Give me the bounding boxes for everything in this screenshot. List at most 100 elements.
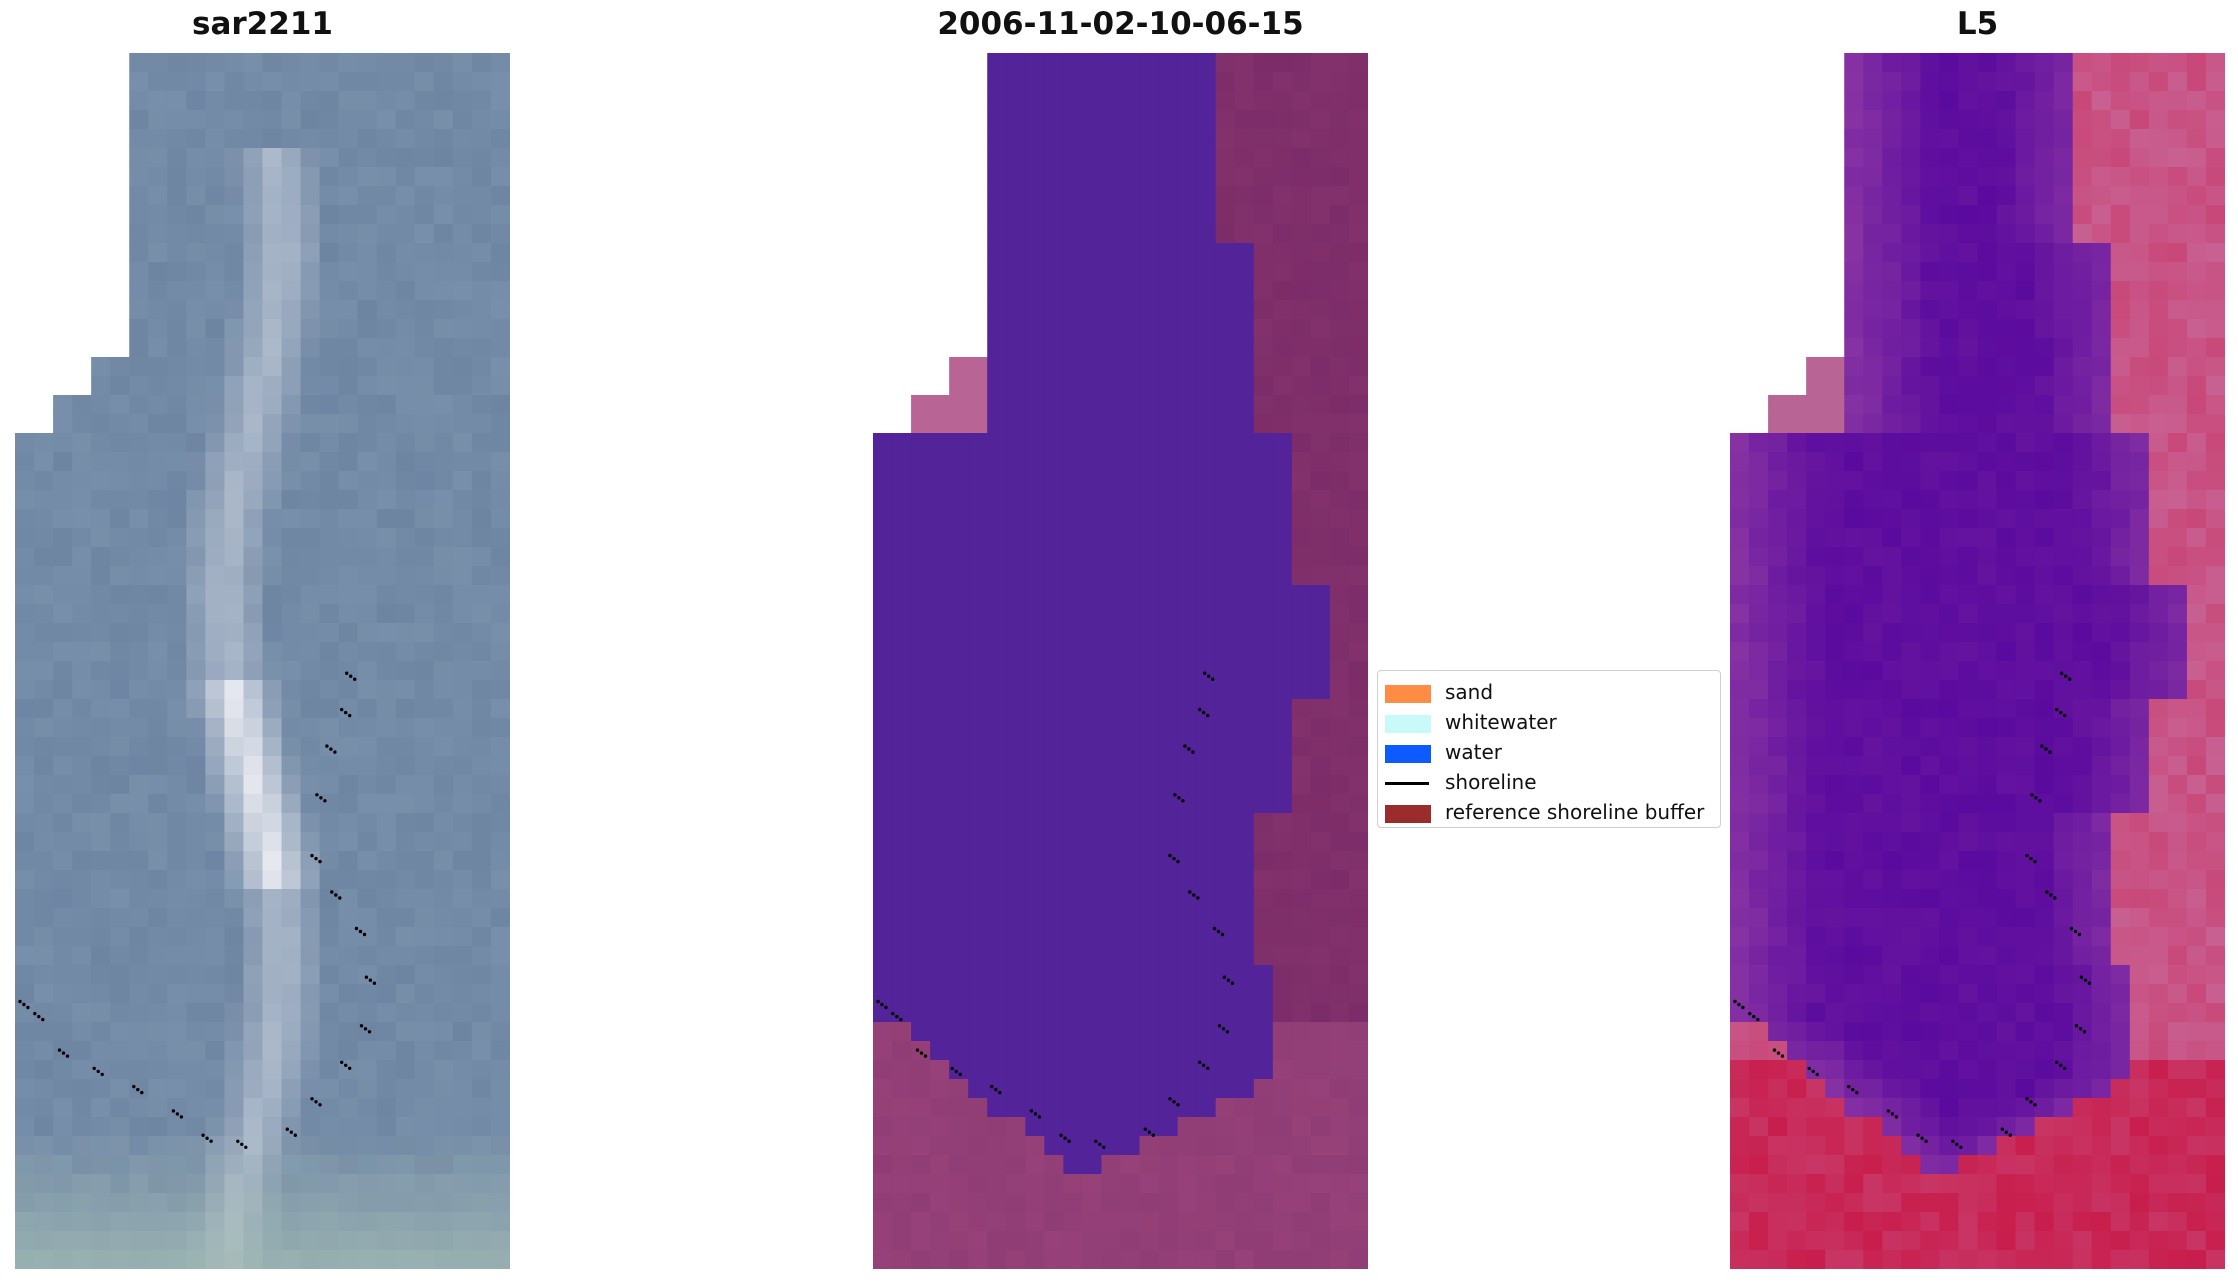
index-pixel xyxy=(2148,813,2169,833)
satellite-pixel xyxy=(243,927,264,947)
index-pixel xyxy=(1977,965,1998,985)
classification-pixel xyxy=(949,395,969,415)
classification-pixel xyxy=(1044,1117,1064,1137)
index-pixel xyxy=(1939,965,1960,985)
index-pixel xyxy=(2186,870,2207,890)
classification-pixel xyxy=(968,1193,988,1213)
classification-pixel xyxy=(968,661,988,681)
index-pixel xyxy=(1882,1060,1902,1080)
satellite-pixel xyxy=(129,813,149,833)
satellite-pixel xyxy=(91,1250,111,1269)
satellite-pixel xyxy=(300,395,321,415)
index-pixel xyxy=(2053,1155,2074,1175)
classification-pixel xyxy=(1120,832,1141,852)
index-pixel xyxy=(1958,1231,1979,1251)
classification-pixel xyxy=(987,547,1007,567)
satellite-pixel xyxy=(205,205,226,225)
classification-pixel xyxy=(1063,661,1084,681)
satellite-pixel xyxy=(471,414,492,434)
index-pixel xyxy=(1882,72,1902,92)
classification-pixel xyxy=(1063,528,1084,548)
classification-pixel xyxy=(1082,224,1103,244)
index-pixel xyxy=(1920,642,1941,662)
classification-pixel xyxy=(1177,889,1198,909)
index-pixel xyxy=(2148,528,2169,548)
classification-pixel xyxy=(1120,281,1141,301)
index-pixel xyxy=(1901,1212,1921,1232)
classification-pixel xyxy=(873,870,893,890)
index-pixel xyxy=(2129,1212,2150,1232)
satellite-pixel xyxy=(34,1155,54,1175)
classification-pixel xyxy=(873,775,893,795)
satellite-pixel xyxy=(186,642,206,662)
classification-pixel xyxy=(949,1136,969,1156)
satellite-pixel xyxy=(452,1003,473,1023)
classification-pixel xyxy=(1082,357,1103,377)
classification-pixel xyxy=(1101,699,1122,719)
satellite-pixel xyxy=(34,1212,54,1232)
index-pixel xyxy=(1825,699,1845,719)
classification-pixel xyxy=(1272,1231,1293,1251)
index-pixel xyxy=(2091,927,2112,947)
index-pixel xyxy=(2034,490,2055,510)
index-pixel xyxy=(2091,623,2112,643)
classification-pixel xyxy=(1329,680,1350,700)
satellite-pixel xyxy=(395,224,416,244)
classification-pixel xyxy=(949,927,969,947)
index-pixel xyxy=(2129,775,2150,795)
classification-pixel xyxy=(1063,547,1084,567)
index-pixel xyxy=(1825,471,1845,491)
classification-pixel xyxy=(1158,889,1179,909)
satellite-pixel xyxy=(72,642,92,662)
classification-pixel xyxy=(1158,395,1179,415)
classification-pixel xyxy=(1025,72,1045,92)
index-pixel xyxy=(1806,870,1826,890)
classification-pixel xyxy=(1196,1212,1217,1232)
index-pixel xyxy=(1787,851,1807,871)
satellite-pixel xyxy=(91,946,111,966)
classification-pixel xyxy=(1310,186,1331,206)
index-pixel xyxy=(2015,737,2036,757)
satellite-pixel xyxy=(433,718,454,738)
index-pixel xyxy=(1749,1212,1769,1232)
satellite-pixel xyxy=(490,262,510,282)
satellite-pixel xyxy=(72,414,92,434)
index-pixel xyxy=(1977,680,1998,700)
index-pixel xyxy=(2053,357,2074,377)
satellite-pixel xyxy=(338,433,359,453)
index-pixel xyxy=(2034,205,2055,225)
classification-pixel xyxy=(1291,319,1312,339)
classification-pixel xyxy=(1158,1174,1179,1194)
classification-pixel xyxy=(1177,243,1198,263)
satellite-pixel xyxy=(281,281,302,301)
classification-pixel xyxy=(1158,984,1179,1004)
classification-pixel xyxy=(1177,528,1198,548)
classification-pixel xyxy=(987,357,1007,377)
classification-pixel xyxy=(987,395,1007,415)
classification-pixel xyxy=(1272,623,1293,643)
index-pixel xyxy=(2205,72,2225,92)
classification-pixel xyxy=(1329,851,1350,871)
index-pixel xyxy=(1882,110,1902,130)
index-pixel xyxy=(1920,889,1941,909)
classification-pixel xyxy=(949,433,969,453)
satellite-pixel xyxy=(148,908,168,928)
satellite-pixel xyxy=(300,984,321,1004)
classification-pixel xyxy=(1310,1231,1331,1251)
satellite-pixel xyxy=(34,870,54,890)
index-pixel xyxy=(1768,1060,1788,1080)
classification-pixel xyxy=(1006,642,1026,662)
satellite-pixel xyxy=(72,604,92,624)
satellite-pixel xyxy=(490,547,510,567)
index-pixel xyxy=(2167,395,2188,415)
classification-pixel xyxy=(1291,965,1312,985)
satellite-pixel xyxy=(319,756,340,776)
satellite-pixel xyxy=(414,1250,435,1269)
classification-pixel xyxy=(1329,319,1350,339)
index-pixel xyxy=(2072,642,2093,662)
satellite-pixel xyxy=(224,338,245,358)
classification-pixel xyxy=(1253,908,1274,928)
index-pixel xyxy=(2129,1022,2150,1042)
classification-pixel xyxy=(873,1079,893,1099)
classification-pixel xyxy=(1139,167,1160,187)
